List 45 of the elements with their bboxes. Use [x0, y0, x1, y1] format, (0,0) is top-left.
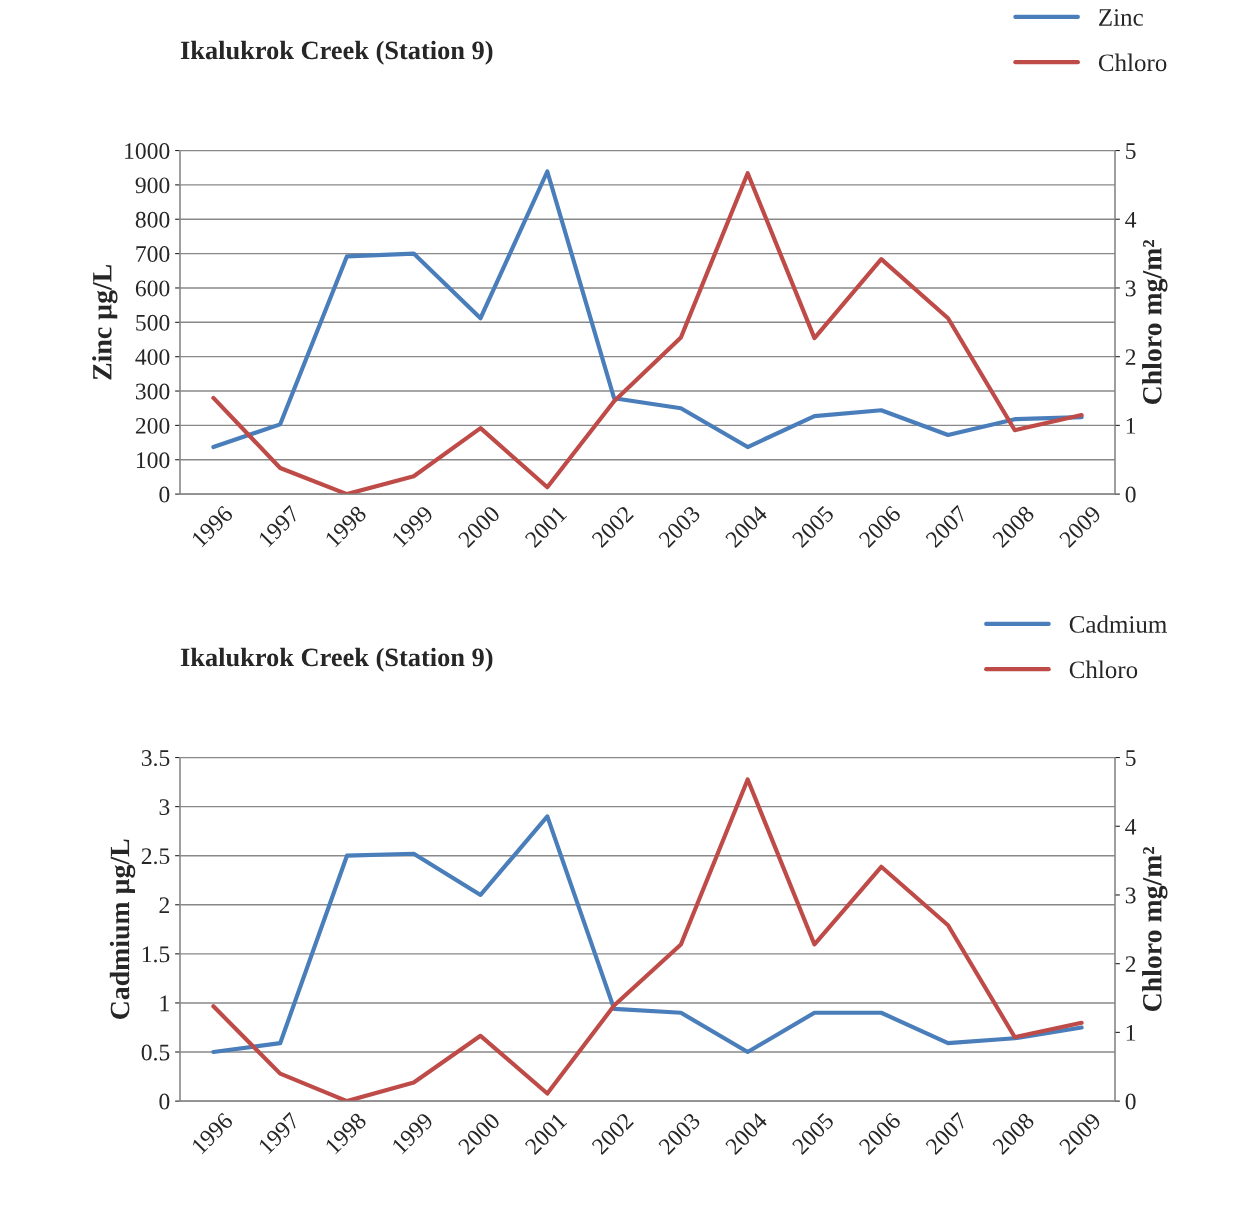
line-series — [211, 777, 1084, 1102]
x-tick-label: 1999 — [391, 1112, 434, 1155]
y2-tick-label: 3 — [1125, 280, 1136, 297]
y-tick-label: 700 — [136, 246, 170, 263]
y-axis-title: Cadmium µg/L — [109, 839, 136, 1019]
y-tick-label: 200 — [135, 417, 170, 434]
y2-tick-label: 3 — [1125, 887, 1136, 904]
y2-tick-label: 4 — [1125, 211, 1137, 228]
chart-title: Ikalukrok Creek (Station 9) — [180, 40, 493, 65]
y2-tick-label: 1 — [1126, 1024, 1136, 1041]
y-tick-label: 800 — [135, 211, 170, 228]
x-tick-label: 1999 — [391, 505, 434, 548]
y-tick-label: 0 — [159, 486, 170, 503]
y-tick-label: 0 — [159, 1093, 170, 1110]
y-tick-label: 2 — [159, 897, 169, 913]
y-tick-label: 0.5 — [141, 1044, 170, 1061]
y-tick-label: 3.5 — [141, 750, 170, 767]
legend-label: Chloro — [1098, 53, 1167, 72]
y-tick-label: 1000 — [125, 143, 170, 159]
y2-axis-title: Chloro mg/m² — [1142, 239, 1168, 404]
y2-tick-label: 5 — [1126, 143, 1136, 159]
y2-tick-label: 0 — [1125, 1093, 1136, 1110]
chart-title: Ikalukrok Creek (Station 9) — [180, 647, 493, 672]
y-tick-label: 600 — [135, 280, 170, 297]
y2-tick-label: 4 — [1125, 818, 1137, 835]
y2-tick-label: 2 — [1125, 349, 1136, 365]
y2-tick-label: 0 — [1125, 486, 1136, 503]
y-tick-label: 3 — [159, 799, 170, 816]
y-tick-label: 400 — [135, 349, 170, 366]
y-tick-label: 500 — [136, 314, 170, 331]
y-tick-label: 1 — [160, 995, 169, 1012]
y-tick-label: 300 — [135, 383, 170, 400]
y2-tick-label: 2 — [1125, 956, 1136, 972]
y-axis-title: Zinc µg/L — [92, 264, 118, 380]
y-tick-label: 900 — [135, 177, 170, 194]
y-tick-label: 2.5 — [141, 848, 170, 865]
line-series — [211, 814, 1084, 1055]
y2-tick-label: 1 — [1126, 417, 1136, 434]
y2-axis-title: Chloro mg/m² — [1142, 846, 1168, 1011]
y-tick-label: 100 — [136, 452, 170, 469]
y-tick-label: 1.5 — [142, 946, 170, 963]
legend-label: Zinc — [1099, 9, 1143, 26]
legend-label: Chloro — [1069, 660, 1138, 679]
legend-label: Cadmium — [1069, 615, 1167, 633]
y2-tick-label: 5 — [1126, 750, 1136, 766]
